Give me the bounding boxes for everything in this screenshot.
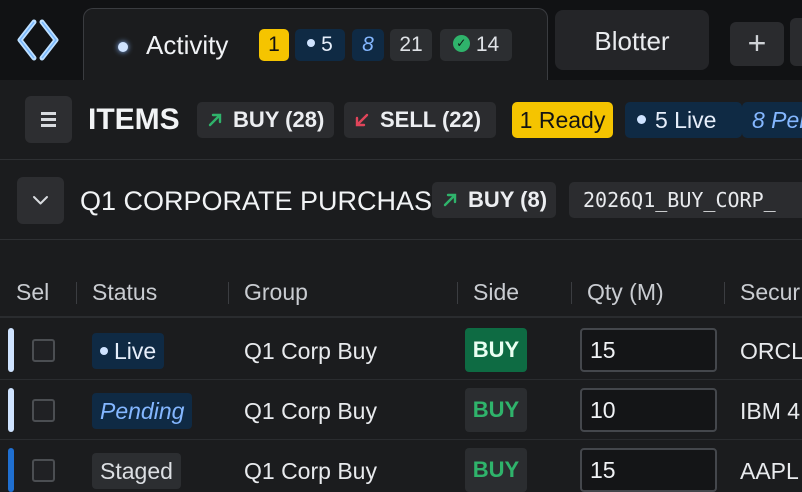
tab-blotter[interactable]: Blotter [555, 10, 709, 70]
side-badge: BUY [465, 388, 527, 432]
collapse-group-button[interactable] [17, 177, 64, 224]
plus-icon: + [747, 25, 767, 61]
qty-input[interactable]: 15 [580, 328, 717, 372]
column-divider[interactable] [228, 282, 229, 304]
row-indicator [8, 328, 14, 372]
column-header-group[interactable]: Group [244, 279, 308, 305]
security-cell: AAPL [740, 458, 799, 484]
column-divider[interactable] [76, 282, 77, 304]
live-status-label: 5 Live [655, 107, 717, 133]
buy-filter-label: BUY (28) [233, 107, 325, 132]
menu-icon-line [41, 124, 56, 127]
ready-count-badge: 1 [259, 29, 289, 61]
tab-blotter-label: Blotter [594, 26, 670, 56]
group-buy-label: BUY (8) [468, 187, 548, 212]
column-header-security[interactable]: Secur [740, 279, 801, 305]
column-divider[interactable] [724, 282, 725, 304]
status-badge: Pending [92, 393, 193, 429]
pending-count-badge: 8 [352, 29, 384, 61]
column-divider[interactable] [457, 282, 458, 304]
table-row[interactable]: Staged Q1 Corp Buy BUY 15 AAPL [0, 440, 802, 492]
arrow-up-right-icon [208, 113, 222, 127]
column-header-qty[interactable]: Qty (M) [587, 279, 664, 305]
live-dot-icon [307, 39, 316, 48]
live-dot-icon [118, 42, 128, 52]
done-count: 14 [475, 33, 500, 56]
items-title: ITEMS [88, 103, 180, 136]
status-label: Live [114, 338, 157, 364]
menu-button[interactable] [25, 96, 72, 143]
live-count: 5 [321, 33, 333, 56]
tab-activity-label: Activity [146, 30, 229, 60]
row-indicator [8, 388, 14, 432]
menu-icon-line [41, 118, 56, 121]
table-row[interactable]: Live Q1 Corp Buy BUY 15 ORCL [0, 320, 802, 380]
table-row[interactable]: Pending Q1 Corp Buy BUY 10 IBM 4 [0, 380, 802, 440]
live-dot-icon [637, 115, 646, 125]
column-header-side[interactable]: Side [473, 279, 520, 305]
column-header-sel[interactable]: Sel [16, 279, 50, 305]
row-select-checkbox[interactable] [32, 459, 55, 482]
group-title: Q1 CORPORATE PURCHASE [80, 186, 451, 216]
status-badge: Live [92, 333, 165, 369]
menu-icon [41, 112, 56, 115]
group-code-chip[interactable]: 2026Q1_BUY_CORP_ [569, 182, 802, 218]
group-cell: Q1 Corp Buy [244, 398, 377, 424]
group-cell: Q1 Corp Buy [244, 458, 377, 484]
live-dot-icon [100, 346, 108, 355]
group-buy-chip: BUY (8) [432, 182, 556, 218]
chevron-down-icon [33, 196, 48, 205]
qty-input[interactable]: 10 [580, 388, 717, 432]
buy-filter-chip[interactable]: BUY (28) [197, 102, 334, 138]
row-select-checkbox[interactable] [32, 339, 55, 362]
side-badge: BUY [465, 448, 527, 492]
live-count-badge: 5 [295, 29, 345, 61]
app-logo-icon[interactable] [10, 10, 66, 70]
tab-activity[interactable]: Activity 1 5 8 21 ✓ 14 [83, 8, 548, 88]
security-cell: ORCL [740, 338, 802, 364]
live-status-badge[interactable]: 5 Live [625, 102, 742, 138]
column-header-status[interactable]: Status [92, 279, 158, 305]
arrow-up-right-icon [443, 193, 457, 207]
group-cell: Q1 Corp Buy [244, 338, 377, 364]
status-badge: Staged [92, 453, 181, 489]
staged-count-badge: 21 [390, 29, 432, 61]
column-divider[interactable] [571, 282, 572, 304]
arrow-down-left-icon [355, 113, 369, 127]
row-select-checkbox[interactable] [32, 399, 55, 422]
qty-input[interactable]: 15 [580, 448, 717, 492]
tab-bar: Activity 1 5 8 21 ✓ 14 Blotter + [0, 0, 802, 88]
tab-overflow[interactable] [790, 18, 802, 66]
pending-status-badge[interactable]: 8 Pending [742, 102, 802, 138]
ready-status-badge[interactable]: 1 Ready [512, 102, 613, 138]
security-cell: IBM 4 [740, 398, 801, 424]
check-circle-icon: ✓ [452, 34, 470, 52]
row-indicator [8, 448, 14, 492]
sell-filter-label: SELL (22) [380, 107, 482, 132]
side-badge: BUY [465, 328, 527, 372]
done-count-badge: ✓ 14 [440, 29, 512, 61]
add-tab-button[interactable]: + [730, 22, 784, 66]
sell-filter-chip[interactable]: SELL (22) [344, 102, 496, 138]
table-header: Sel Status Group Side Qty (M) Secur [0, 266, 802, 318]
